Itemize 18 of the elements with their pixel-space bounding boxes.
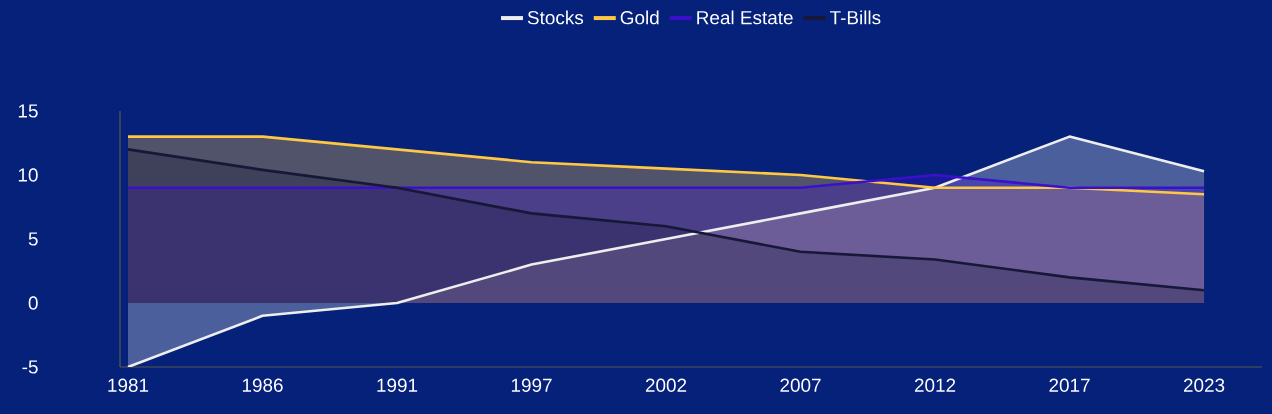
x-tick-label: 2012 — [914, 378, 956, 392]
y-tick-label: -5 — [22, 360, 38, 374]
x-tick-label: 1991 — [377, 378, 418, 392]
y-tick-label: 10 — [18, 168, 38, 182]
x-tick-label: 2017 — [1049, 378, 1090, 392]
x-tick-label: 1986 — [242, 378, 283, 392]
x-tick-label: 2023 — [1183, 378, 1225, 392]
x-tick-label: 1981 — [108, 378, 149, 392]
legend-label: T-Bills — [829, 10, 881, 25]
y-tick-label: 5 — [28, 232, 38, 246]
x-tick-label: 1997 — [511, 378, 552, 392]
legend-label: Real Estate — [697, 10, 793, 25]
x-tick-label: 2002 — [645, 378, 687, 392]
legend-label: Gold — [620, 10, 659, 25]
y-tick-label: 0 — [28, 296, 38, 310]
legend-label: Stocks — [527, 10, 584, 25]
y-tick-label: 15 — [18, 104, 38, 118]
x-tick-label: 2007 — [780, 378, 821, 392]
